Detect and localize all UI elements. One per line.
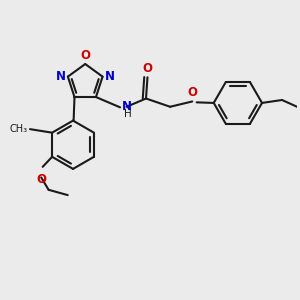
Text: O: O bbox=[142, 62, 152, 75]
Text: N: N bbox=[122, 100, 132, 113]
Text: H: H bbox=[124, 109, 132, 119]
Text: N: N bbox=[56, 70, 65, 83]
Text: O: O bbox=[80, 49, 90, 62]
Text: O: O bbox=[188, 85, 198, 98]
Text: N: N bbox=[105, 70, 115, 83]
Text: CH₃: CH₃ bbox=[10, 124, 28, 134]
Text: O: O bbox=[36, 173, 46, 186]
